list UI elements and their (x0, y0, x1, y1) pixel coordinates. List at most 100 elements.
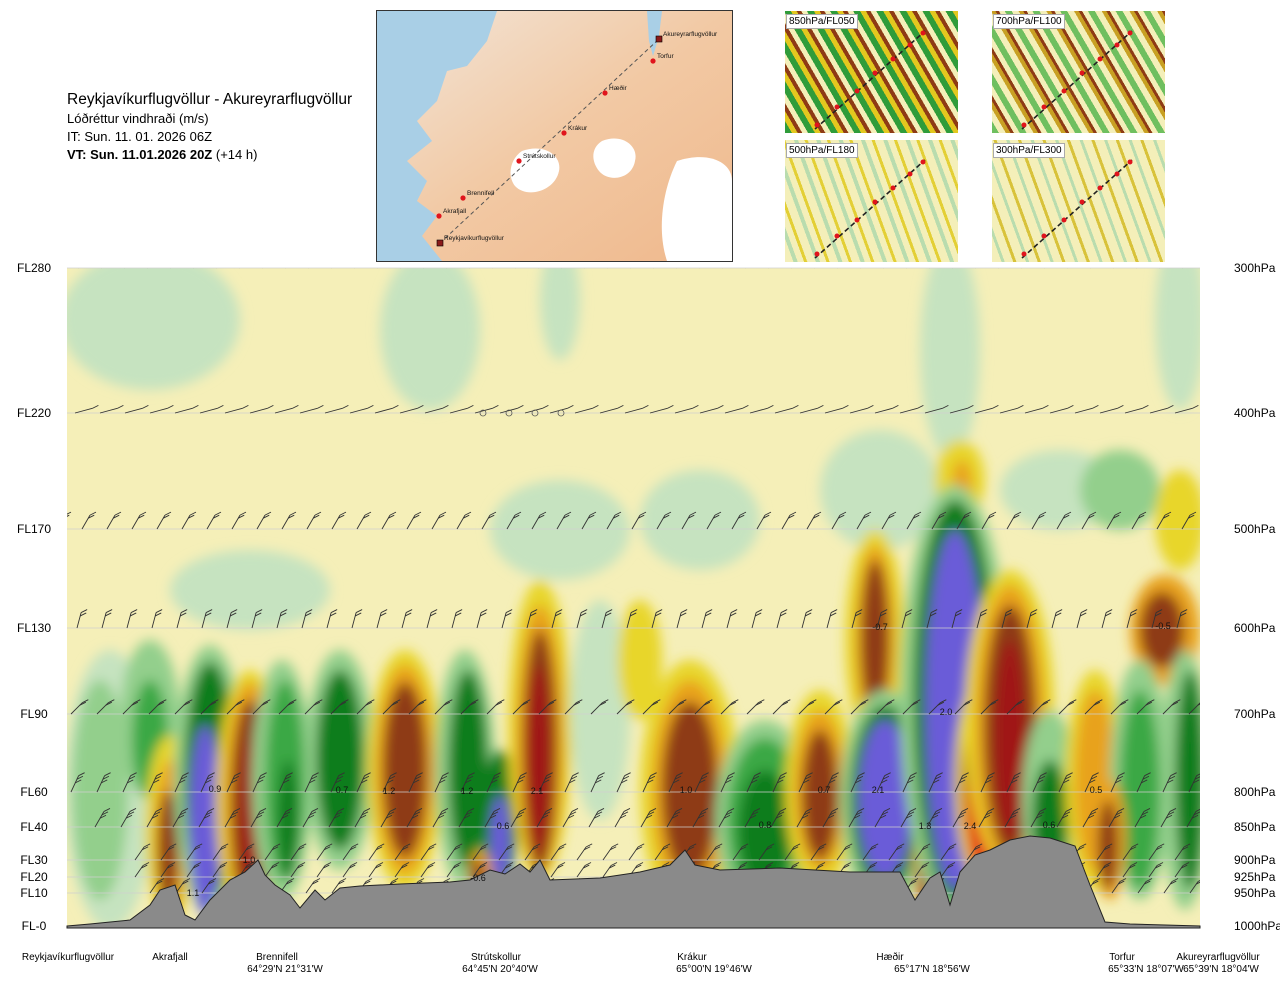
wind-barb-feather (1035, 814, 1043, 819)
wind-barb (331, 268, 332, 269)
wind-barb (122, 775, 132, 793)
map-sea-west (377, 11, 497, 261)
wind-barb-feather (697, 814, 705, 819)
thumbnail-route-point (1097, 185, 1103, 191)
wind-barb-feather (788, 514, 795, 519)
wind-speed-contour (1140, 592, 1184, 668)
wind-barb-feather (299, 843, 307, 848)
thumbnail-map[interactable]: 700hPa/FL100 (992, 11, 1165, 133)
station-name: Brennifell (256, 952, 298, 963)
wind-barb (588, 811, 599, 828)
wind-barb-feather (1064, 775, 1072, 780)
field-value-label: 0.8 (759, 820, 772, 830)
wind-barb (668, 775, 678, 793)
wind-barb-feather (967, 404, 974, 409)
thumbnail-route-overlay (1021, 159, 1133, 259)
thumbnail-map[interactable]: 850hPa/FL050 (785, 11, 958, 133)
field-value-label: -0.7 (872, 622, 888, 632)
wind-barb-feather (557, 864, 564, 869)
wind-barb-feather (439, 779, 446, 784)
glacier-east (661, 157, 732, 261)
wind-barb-feather (195, 843, 203, 848)
wind-barb (52, 613, 56, 628)
wind-barb-feather (855, 811, 863, 816)
wind-barb-feather (1103, 864, 1110, 869)
wind-barb-feather (1174, 699, 1181, 704)
wind-speed-contour (802, 730, 838, 860)
wind-barb-feather (988, 772, 995, 777)
wind-barb (328, 811, 339, 828)
wind-barb-feather (1013, 808, 1021, 812)
wind-barb-feather (807, 701, 815, 706)
wind-barb-feather (255, 609, 263, 613)
wind-barb-feather (129, 808, 137, 812)
wind-barb-feather (1103, 846, 1111, 851)
wind-barb-feather (1044, 699, 1051, 704)
wind-barb-feather (336, 775, 344, 780)
wind-barb-feather (605, 612, 612, 617)
wind-barb-feather (339, 511, 347, 516)
wind-barb-feather (939, 511, 947, 516)
wind-barb-feather (519, 808, 527, 812)
wind-barb (308, 268, 309, 269)
wind-barb (952, 811, 963, 828)
wind-barb-feather (714, 862, 722, 866)
wind-barb-feather (647, 811, 655, 816)
wind-barb-feather (220, 862, 228, 866)
wind-barb-feather (157, 701, 165, 706)
wind-barb (616, 775, 626, 793)
wind-barb-feather (1117, 404, 1124, 409)
wind-barb (424, 407, 443, 414)
wind-barb (476, 612, 482, 629)
wind-barb (801, 612, 807, 629)
wind-barb-feather (1130, 862, 1138, 866)
wind-barb-feather (188, 514, 195, 519)
wind-barb-feather (1115, 811, 1123, 816)
wind-barb-feather (53, 773, 59, 776)
wind-barb-feather (289, 511, 297, 516)
wind-barb-feather (1171, 701, 1179, 706)
thumbnail-map[interactable]: 300hPa/FL300 (992, 140, 1165, 262)
thumbnail-route-point (1079, 199, 1085, 205)
wind-barb (1136, 268, 1137, 269)
wind-barb (1044, 268, 1045, 269)
wind-barb-feather (789, 511, 797, 516)
pressure-level-label: 300hPa (1234, 261, 1276, 275)
wind-barb-feather (324, 862, 332, 866)
wind-barb (1030, 811, 1041, 828)
wind-barb-feather (142, 862, 150, 866)
wind-barb-feather (131, 701, 139, 706)
wind-barb-feather (580, 612, 587, 617)
wind-barb-feather (376, 862, 384, 866)
wind-barb (1188, 775, 1198, 793)
wind-barb-feather (1017, 404, 1024, 409)
wind-barb-feather (559, 843, 567, 848)
wind-barb (174, 775, 184, 793)
pressure-labels: 300hPa 400hPa 500hPa 600hPa 700hPa 800hPa 850h… (1234, 261, 1280, 933)
wind-barb-feather (177, 814, 185, 819)
wind-barb-feather (917, 404, 924, 409)
wind-barb-feather (330, 609, 338, 613)
wind-barb-feather (507, 843, 515, 848)
wind-barb-feather (985, 779, 992, 784)
wind-barb-feather (1129, 864, 1136, 869)
wind-barb-feather (784, 699, 791, 704)
waypoint-marker (516, 158, 522, 164)
thumbnail-route-point (1021, 122, 1027, 128)
thumbnail-map[interactable]: 500hPa/FL180 (785, 140, 958, 262)
wind-speed-contour (858, 720, 912, 880)
wind-barb (1149, 407, 1168, 414)
wind-barb-feather (402, 862, 410, 866)
wind-barb-feather (764, 511, 772, 516)
thumbnail-route-point (1097, 56, 1103, 62)
wind-barb (281, 514, 291, 530)
valid-time: VT: Sun. 11.01.2026 20Z (+14 h) (67, 146, 367, 164)
wind-barb-feather (885, 701, 893, 706)
wind-barb-feather (138, 514, 145, 519)
wind-barb-feather (1080, 612, 1087, 617)
wind-barb-feather (1065, 808, 1073, 812)
wind-barb (278, 775, 288, 793)
wind-barb (94, 811, 105, 828)
wind-barb-feather (263, 514, 270, 519)
pressure-level-label: 900hPa (1234, 853, 1276, 867)
